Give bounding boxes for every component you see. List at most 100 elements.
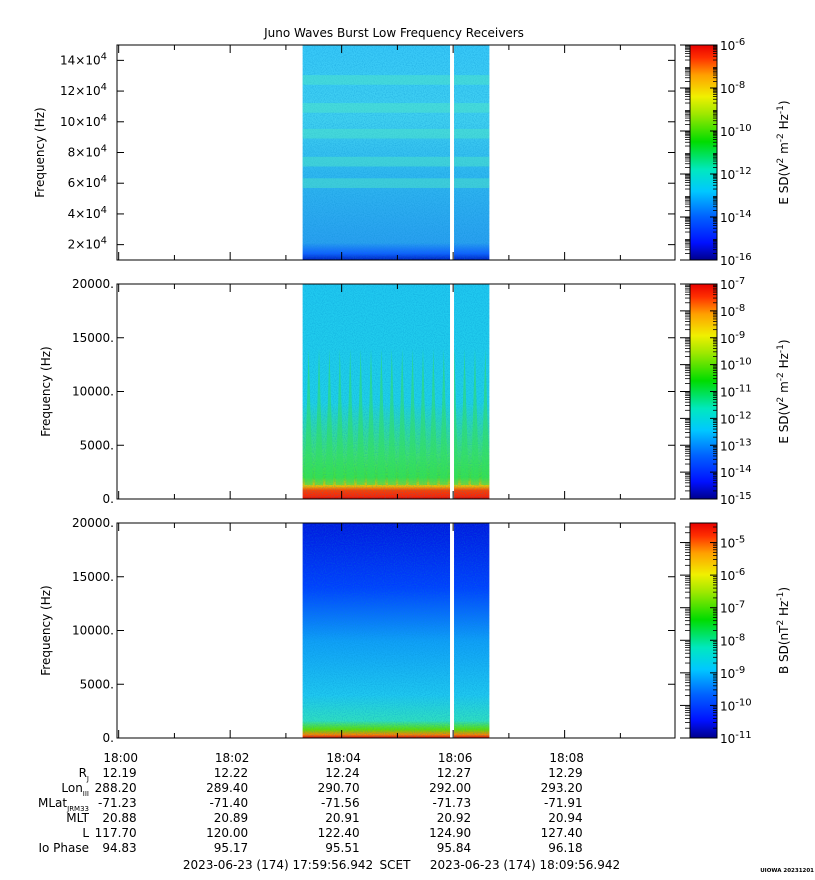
ephemeris-value: 288.20 [95, 781, 137, 795]
colorbar-tick-label: 10-12 [720, 410, 752, 426]
y-tick-label: 12×104 [60, 82, 107, 98]
ephemeris-label: MLT [66, 811, 89, 825]
colorbar-1: 10-6 10-8 10-10 10-12 10-14 10-16 E SD(V2 m-2 … [680, 37, 791, 268]
y-tick-label: 10×104 [60, 113, 107, 129]
ephemeris-value: -71.91 [544, 796, 583, 810]
y-tick-label: 4×104 [68, 205, 107, 221]
ephemeris-value: 127.40 [541, 826, 583, 840]
colorbar-tick-label: 10-7 [720, 600, 745, 616]
ephemeris-value: 20.92 [437, 811, 471, 825]
colorbar-tick-label: 10-6 [720, 37, 745, 53]
ephemeris-value: 95.84 [437, 841, 471, 855]
ephemeris-value: 12.27 [437, 766, 471, 780]
colorbar-tick-label: 10-11 [720, 730, 752, 746]
y-tick-label: 10000. [72, 385, 114, 399]
ephemeris-label: RJ [79, 766, 89, 783]
x-tick-label: 18:02 [215, 751, 250, 765]
colorbar-label: E SD(V2 m-2 Hz-1) [776, 339, 791, 443]
y-tick-label: 8×104 [68, 144, 107, 160]
colorbar-tick-label: 10-14 [720, 464, 752, 480]
y-tick-label: 20000. [72, 516, 114, 530]
ephemeris-value: 122.40 [318, 826, 360, 840]
y-tick-label: 0. [103, 731, 114, 745]
ephemeris-value: 120.00 [206, 826, 248, 840]
footer-scet-label: SCET [380, 858, 412, 872]
ephemeris-value: -71.73 [432, 796, 471, 810]
spectrogram-data-3 [302, 523, 490, 738]
colorbar-label: E SD(V2 m-2 Hz-1) [776, 100, 791, 204]
ephemeris-value: 117.70 [95, 826, 137, 840]
y-tick-label: 10000. [72, 624, 114, 638]
ephemeris-label: MLatJRM33 [38, 796, 89, 813]
colorbar-label: B SD(nT2 Hz-1) [776, 587, 791, 674]
spectrogram-data-2 [302, 284, 490, 499]
y-axis-label: Frequency (Hz) [39, 585, 53, 676]
spectrogram-panel-2: 0. 5000. 10000. 15000. 20000. Frequency (Hz) 1… [39, 276, 791, 507]
ephemeris-value: -71.40 [209, 796, 248, 810]
colorbar-2: 10-7 10-8 10-9 10-10 10-11 10-12 10-13 10-14 10-… [680, 276, 791, 507]
colorbar-3: 10-5 10-6 10-7 10-8 10-9 10-10 10-11 B SD(nT2 H… [680, 522, 791, 746]
ephemeris-value: 20.88 [102, 811, 136, 825]
x-tick-label: 18:06 [438, 751, 473, 765]
colorbar-tick-label: 10-8 [720, 303, 745, 319]
colorbar-tick-label: 10-14 [720, 209, 752, 225]
ephemeris-value: 12.29 [548, 766, 582, 780]
y-axis-label: Frequency (Hz) [33, 107, 47, 198]
y-tick-label: 15000. [72, 570, 114, 584]
spectrogram-data-1 [302, 45, 490, 260]
ephemeris-label: Io Phase [38, 841, 89, 855]
colorbar-tick-label: 10-12 [720, 166, 752, 182]
colorbar-tick-label: 10-10 [720, 123, 752, 139]
ephemeris-value: 292.00 [429, 781, 471, 795]
ephemeris-value: 20.94 [548, 811, 582, 825]
y-tick-label: 5000. [80, 677, 114, 691]
spectrogram-panel-3: 0. 5000. 10000. 15000. 20000. Frequency (Hz) 1… [39, 516, 791, 746]
colorbar-tick-label: 10-9 [720, 330, 745, 346]
colorbar-tick-label: 10-6 [720, 567, 745, 583]
colorbar-tick-label: 10-10 [720, 357, 752, 373]
colorbar-tick-label: 10-5 [720, 535, 745, 551]
ephemeris-value: 95.17 [214, 841, 248, 855]
ephemeris-value: 290.70 [318, 781, 360, 795]
ephemeris-value: 12.19 [102, 766, 136, 780]
y-tick-label: 20000. [72, 277, 114, 291]
footer-end-time: 2023-06-23 (174) 18:09:56.942 [430, 858, 620, 872]
uiowa-stamp: UIOWA 20231201 [760, 868, 814, 874]
y-tick-label: 2×104 [68, 236, 107, 252]
ephemeris-value: 94.83 [102, 841, 136, 855]
ephemeris-value: 124.90 [429, 826, 471, 840]
x-tick-label: 18:08 [549, 751, 584, 765]
x-tick-label: 18:04 [326, 751, 361, 765]
ephemeris-value: 96.18 [548, 841, 582, 855]
chart-title: Juno Waves Burst Low Frequency Receivers [263, 26, 524, 40]
y-tick-label: 0. [103, 492, 114, 506]
ephemeris-value: 95.51 [325, 841, 359, 855]
colorbar-tick-label: 10-8 [720, 632, 745, 648]
ephemeris-value: -71.56 [321, 796, 360, 810]
y-tick-label: 15000. [72, 331, 114, 345]
colorbar-tick-label: 10-7 [720, 276, 745, 292]
x-tick-label: 18:00 [103, 751, 138, 765]
spectrogram-panel-1: 2×104 4×104 6×104 8×104 10×104 12×104 14×104 Fr… [33, 37, 791, 268]
colorbar-tick-label: 10-8 [720, 80, 745, 96]
colorbar-tick-label: 10-13 [720, 437, 752, 453]
colorbar-tick-label: 10-9 [720, 665, 745, 681]
ephemeris-value: 20.91 [325, 811, 359, 825]
colorbar-tick-label: 10-15 [720, 491, 752, 507]
ephemeris-value: 12.24 [325, 766, 359, 780]
colorbar-tick-label: 10-10 [720, 697, 752, 713]
y-tick-label: 14×104 [60, 51, 107, 67]
ephemeris-value: 289.40 [206, 781, 248, 795]
y-tick-label: 6×104 [68, 174, 107, 190]
colorbar-tick-label: 10-16 [720, 252, 752, 268]
ephemeris-value: 293.20 [541, 781, 583, 795]
ephemeris-label: LonIII [61, 781, 89, 798]
ephemeris-value: 12.22 [214, 766, 248, 780]
ephemeris-value: -71.23 [98, 796, 137, 810]
y-tick-label: 5000. [80, 438, 114, 452]
ephemeris-label: L [82, 826, 89, 840]
footer-start-time: 2023-06-23 (174) 17:59:56.942 [183, 858, 373, 872]
colorbar-tick-label: 10-11 [720, 384, 752, 400]
y-axis-label: Frequency (Hz) [39, 346, 53, 437]
